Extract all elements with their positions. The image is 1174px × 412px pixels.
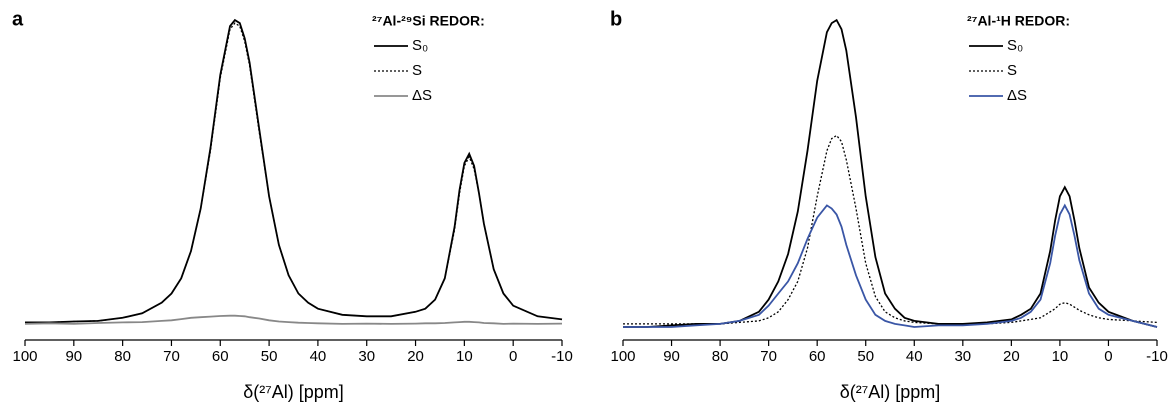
legend-label: S₀	[1007, 37, 1023, 54]
legend-title: ²⁷Al-¹H REDOR:	[967, 13, 1070, 29]
x-tick-label: 50	[857, 348, 874, 365]
x-tick-label: 90	[663, 348, 680, 365]
x-tick-label: -10	[551, 348, 573, 365]
x-tick-label: 70	[163, 348, 180, 365]
series-line	[24, 314, 563, 325]
panel-label: a	[12, 8, 24, 30]
x-tick-label: 30	[954, 348, 971, 365]
legend-label: S₀	[412, 37, 428, 54]
x-tick-label: 40	[310, 348, 327, 365]
legend-label: S	[1007, 62, 1017, 79]
x-tick-label: 10	[456, 348, 473, 365]
x-tick-label: 80	[114, 348, 131, 365]
x-tick-label: 60	[212, 348, 229, 365]
x-tick-label: 70	[760, 348, 777, 365]
x-axis-label: δ(²⁷Al) [ppm]	[243, 382, 344, 402]
series-line	[25, 22, 563, 324]
x-tick-label: 0	[1104, 348, 1112, 365]
panel-label: b	[610, 8, 622, 30]
x-tick-label: 60	[809, 348, 826, 365]
x-tick-label: -10	[1146, 348, 1168, 365]
x-tick-label: 100	[12, 348, 37, 365]
x-tick-label: 0	[509, 348, 517, 365]
x-tick-label: 20	[1003, 348, 1020, 365]
series-line	[623, 134, 1158, 325]
legend-label: ΔS	[412, 87, 432, 104]
x-tick-label: 10	[1052, 348, 1069, 365]
x-axis-label: δ(²⁷Al) [ppm]	[840, 382, 941, 402]
x-tick-label: 100	[610, 348, 635, 365]
legend-label: ΔS	[1007, 87, 1027, 104]
x-tick-label: 80	[712, 348, 729, 365]
x-tick-label: 20	[407, 348, 424, 365]
series-line	[623, 203, 1158, 328]
x-tick-label: 50	[261, 348, 278, 365]
series-line	[623, 18, 1158, 328]
x-tick-label: 90	[65, 348, 82, 365]
legend-title: ²⁷Al-²⁹Si REDOR:	[372, 13, 485, 29]
x-tick-label: 40	[906, 348, 923, 365]
series-line	[25, 18, 563, 324]
legend-label: S	[412, 62, 422, 79]
x-tick-label: 30	[358, 348, 375, 365]
